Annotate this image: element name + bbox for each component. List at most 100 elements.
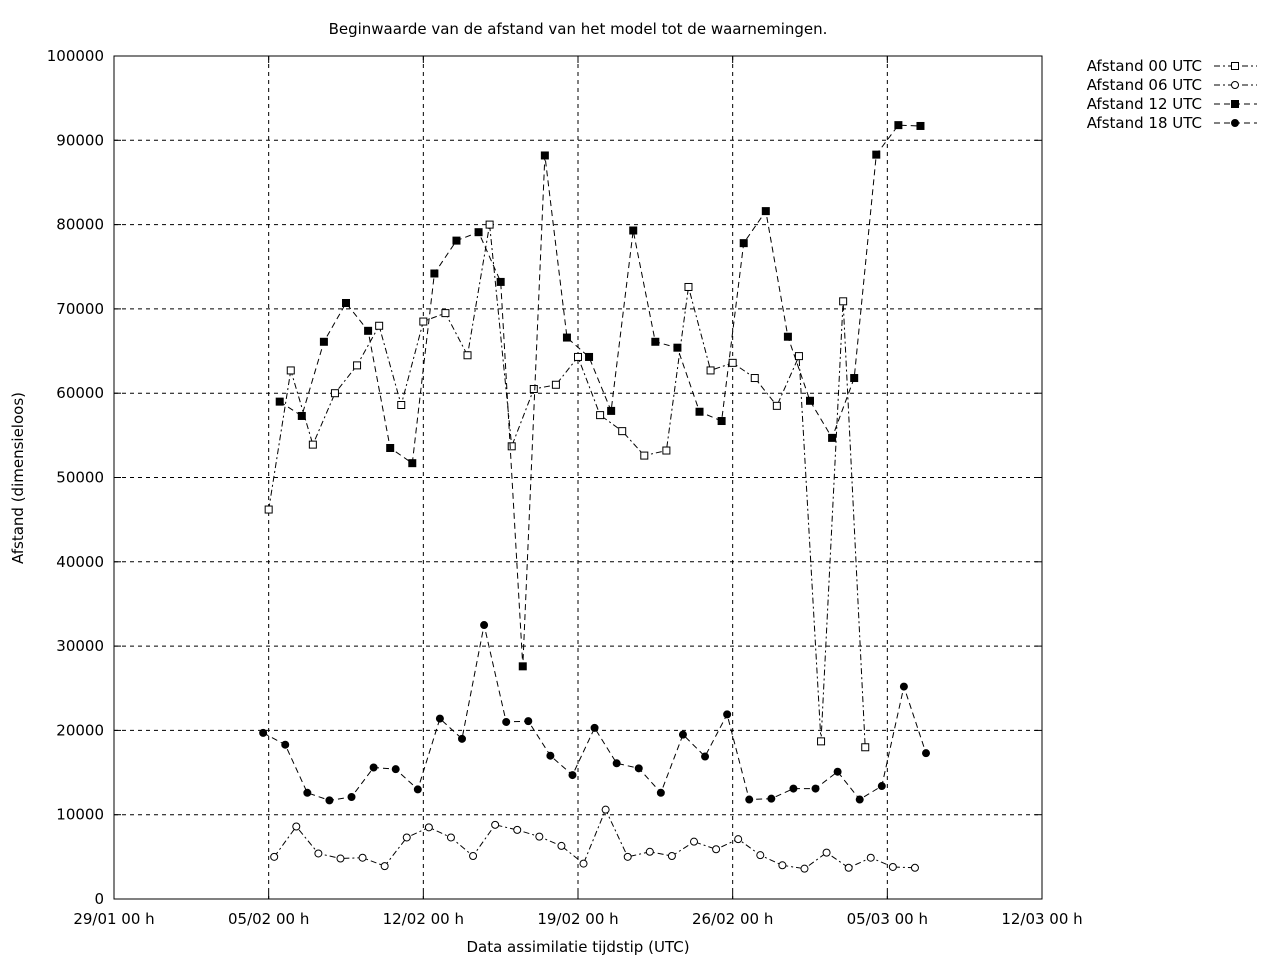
y-tick-label: 80000 (56, 216, 104, 234)
data-point (728, 358, 737, 367)
data-point (645, 847, 654, 856)
data-point (303, 788, 312, 797)
data-point (673, 343, 682, 352)
data-point (529, 384, 538, 393)
data-point (772, 401, 781, 410)
data-point (899, 682, 908, 691)
data-point (651, 337, 660, 346)
data-point (264, 505, 273, 514)
data-point (458, 734, 466, 743)
data-point (419, 317, 428, 326)
data-point (513, 825, 522, 834)
data-point (480, 621, 489, 630)
y-tick-label: 60000 (56, 384, 104, 402)
data-point (297, 411, 306, 420)
y-tick-label: 0 (94, 890, 104, 908)
data-point (364, 326, 373, 335)
data-point (618, 427, 627, 436)
data-point (678, 730, 687, 739)
x-tick-label: 19/02 00 h (537, 910, 618, 928)
data-point (623, 852, 632, 861)
legend-item: Afstand 00 UTC (1087, 57, 1257, 75)
data-point (656, 788, 665, 797)
data-point (601, 805, 610, 814)
data-point (894, 121, 903, 130)
data-point (612, 759, 621, 768)
data-point (596, 411, 605, 420)
data-point (734, 835, 743, 844)
data-point (828, 433, 837, 442)
data-point (474, 228, 483, 237)
data-point (684, 282, 693, 291)
x-tick-label: 26/02 00 h (692, 910, 773, 928)
data-point (690, 837, 698, 846)
data-point (463, 351, 472, 360)
x-tick-label: 12/03 00 h (1001, 910, 1082, 928)
data-point (562, 333, 571, 342)
data-point (701, 752, 710, 761)
x-tick-label: 12/02 00 h (383, 910, 464, 928)
series-2 (270, 805, 919, 873)
data-point (502, 717, 511, 726)
data-point (546, 751, 555, 760)
data-point (259, 728, 268, 737)
data-point (413, 785, 422, 794)
data-point (275, 397, 284, 406)
data-point (353, 361, 362, 370)
data-point (778, 861, 787, 870)
data-point (424, 823, 433, 832)
data-point (695, 407, 704, 416)
data-point (634, 764, 643, 773)
data-point (496, 277, 505, 286)
x-tick-label: 05/03 00 h (847, 910, 928, 928)
data-point (756, 851, 765, 860)
data-point (800, 864, 809, 873)
data-point (717, 417, 726, 426)
data-point (314, 849, 323, 858)
data-point (861, 743, 870, 752)
legend-item: Afstand 12 UTC (1087, 95, 1257, 113)
data-point (811, 784, 820, 793)
data-point (579, 859, 588, 868)
series-4 (259, 621, 930, 805)
y-tick-label: 40000 (56, 553, 104, 571)
data-point (585, 352, 594, 361)
data-point (518, 662, 527, 671)
data-point (342, 298, 350, 307)
data-point (822, 848, 831, 857)
data-point (408, 459, 417, 468)
data-point (391, 765, 400, 774)
x-axis-label: Data assimilatie tijdstip (UTC) (466, 938, 689, 956)
data-point (557, 841, 566, 850)
chart-title: Beginwaarde van de afstand van het model… (329, 20, 828, 38)
data-point (629, 226, 638, 235)
data-point (397, 401, 406, 410)
data-point (739, 239, 748, 248)
data-point (270, 852, 279, 861)
data-point (507, 442, 516, 451)
legend-item: Afstand 06 UTC (1087, 76, 1257, 94)
data-point (888, 862, 897, 871)
x-tick-label: 05/02 00 h (228, 910, 309, 928)
data-point (817, 737, 826, 746)
y-axis-ticks: 0 10000 20000 30000 40000 50000 60000 70000 8000… (47, 47, 1042, 908)
data-point (358, 853, 367, 862)
y-tick-label: 90000 (56, 131, 104, 149)
series-layer (259, 121, 930, 873)
data-point (662, 446, 671, 455)
data-point (347, 792, 356, 801)
data-point (540, 151, 549, 160)
data-point (485, 220, 494, 229)
legend-marker (1231, 119, 1239, 127)
data-point (402, 833, 411, 842)
data-point (535, 832, 544, 841)
data-point (806, 396, 814, 405)
data-point (794, 352, 803, 361)
data-point (435, 714, 444, 723)
data-point (910, 863, 919, 872)
series-line (268, 224, 866, 748)
data-point (574, 352, 582, 361)
data-point (640, 451, 649, 460)
